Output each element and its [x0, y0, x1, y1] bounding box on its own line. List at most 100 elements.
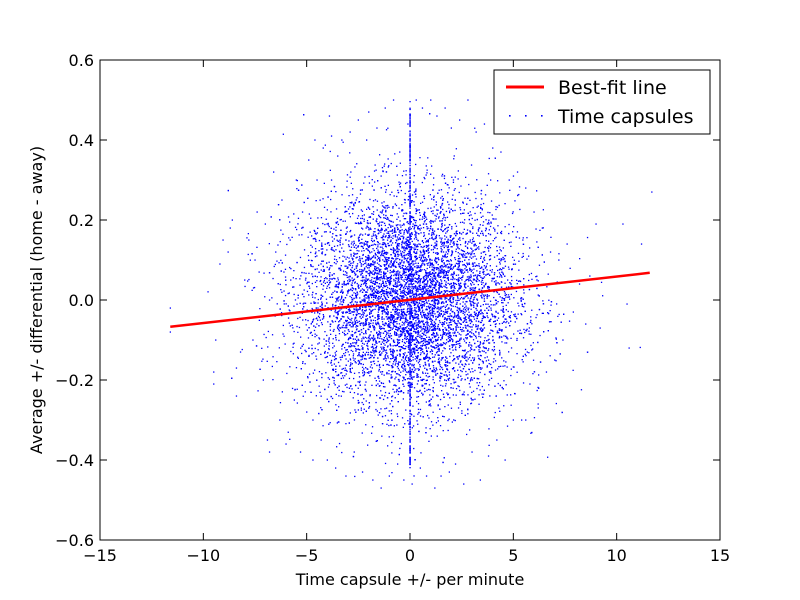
scatter-point: [437, 345, 439, 347]
scatter-point: [408, 195, 410, 198]
scatter-point: [524, 353, 526, 355]
scatter-point: [307, 376, 309, 378]
scatter-point: [497, 382, 499, 385]
scatter-point: [407, 392, 409, 394]
scatter-point: [372, 200, 375, 202]
scatter-point: [355, 265, 357, 267]
scatter-point: [309, 332, 311, 334]
scatter-point: [402, 268, 404, 270]
scatter-point: [415, 325, 417, 327]
scatter-point: [451, 176, 453, 178]
scatter-point: [346, 370, 348, 372]
scatter-point: [267, 346, 269, 348]
scatter-point: [374, 269, 376, 271]
scatter-point: [537, 294, 539, 296]
scatter-point: [338, 324, 340, 326]
scatter-point: [272, 277, 274, 280]
scatter-point: [419, 243, 421, 246]
scatter-point: [469, 222, 471, 225]
scatter-point: [450, 287, 452, 290]
scatter-point: [484, 259, 486, 261]
scatter-point: [538, 374, 540, 376]
scatter-point: [395, 299, 397, 301]
scatter-point: [413, 283, 415, 285]
scatter-point: [313, 318, 315, 320]
scatter-point: [407, 243, 409, 246]
scatter-point: [388, 336, 390, 338]
scatter-points-layer: [169, 99, 653, 489]
scatter-point: [317, 302, 319, 304]
scatter-point: [436, 435, 438, 437]
scatter-point: [548, 321, 551, 323]
scatter-point: [463, 228, 465, 230]
scatter-point: [435, 289, 437, 292]
scatter-point: [508, 268, 510, 270]
scatter-point: [267, 330, 269, 333]
scatter-point: [368, 228, 370, 230]
scatter-point: [457, 247, 459, 249]
scatter-point: [446, 297, 448, 299]
scatter-point: [472, 227, 474, 230]
scatter-point: [340, 301, 342, 303]
scatter-point: [360, 283, 363, 286]
scatter-point: [358, 239, 360, 241]
scatter-point: [555, 338, 557, 340]
scatter-point: [403, 218, 405, 220]
scatter-point: [387, 252, 389, 254]
scatter-point: [308, 294, 310, 296]
scatter-point: [390, 244, 393, 246]
scatter-point: [499, 296, 501, 298]
scatter-point: [387, 184, 389, 186]
scatter-point: [402, 426, 404, 428]
scatter-point: [455, 299, 457, 302]
scatter-point: [364, 310, 367, 312]
scatter-point: [396, 320, 398, 323]
scatter-point: [348, 289, 350, 291]
scatter-point: [346, 323, 348, 325]
scatter-point: [424, 329, 427, 331]
scatter-point: [442, 251, 445, 253]
scatter-point: [359, 193, 362, 195]
scatter-point: [457, 326, 459, 328]
scatter-point: [434, 304, 436, 306]
scatter-point: [444, 219, 446, 221]
scatter-point: [417, 227, 419, 229]
scatter-point: [497, 269, 499, 272]
scatter-point: [342, 331, 344, 333]
scatter-point: [523, 328, 525, 331]
scatter-point: [390, 230, 392, 232]
scatter-point: [462, 269, 464, 271]
scatter-point: [509, 189, 511, 191]
scatter-point: [430, 291, 432, 293]
scatter-point: [362, 275, 364, 277]
scatter-point: [473, 334, 475, 336]
scatter-point: [417, 209, 419, 211]
scatter-point: [457, 260, 459, 262]
scatter-point: [426, 226, 428, 228]
scatter-point: [439, 321, 441, 324]
scatter-point: [450, 309, 452, 311]
scatter-point: [415, 328, 417, 330]
scatter-point: [393, 351, 395, 353]
scatter-point: [395, 376, 397, 378]
scatter-point: [402, 363, 404, 366]
scatter-point: [464, 242, 466, 244]
scatter-point: [464, 281, 466, 283]
scatter-point: [405, 242, 408, 244]
scatter-point: [324, 350, 326, 353]
scatter-point: [440, 270, 443, 272]
scatter-point: [512, 256, 514, 258]
scatter-point: [364, 268, 366, 270]
scatter-point: [336, 422, 338, 424]
scatter-point: [371, 384, 373, 386]
scatter-point: [377, 308, 380, 310]
scatter-point: [365, 309, 367, 311]
scatter-point: [393, 291, 395, 293]
scatter-point: [474, 127, 476, 129]
scatter-point: [433, 284, 435, 287]
scatter-point: [319, 391, 321, 393]
scatter-point: [437, 323, 440, 326]
scatter-point: [485, 219, 487, 221]
scatter-point: [458, 322, 460, 324]
scatter-point: [416, 232, 418, 234]
